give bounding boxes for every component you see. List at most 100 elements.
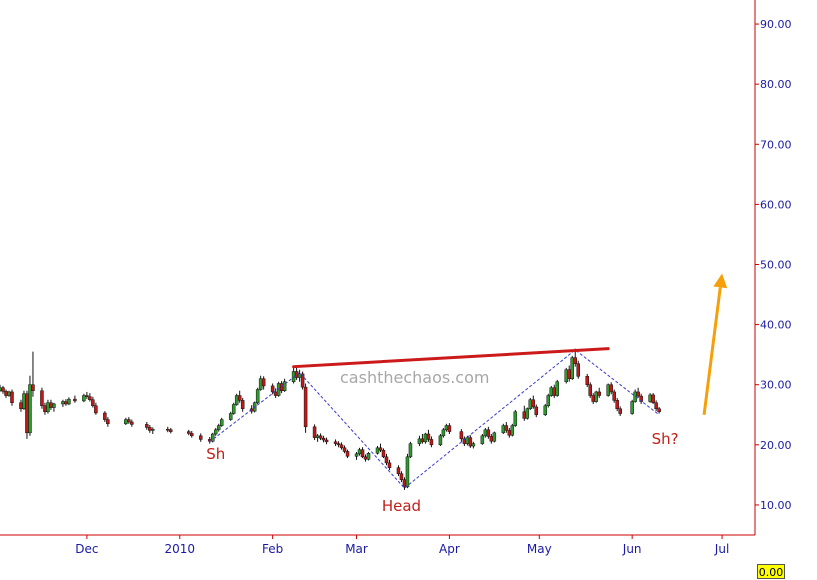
candle (169, 428, 173, 434)
candle-body (4, 391, 8, 396)
candle-body (103, 412, 107, 420)
candle (228, 411, 233, 421)
annotation-label: Head (382, 497, 421, 515)
candle (501, 423, 506, 435)
candle-body (408, 443, 413, 458)
candle-body (303, 386, 308, 428)
candle (444, 423, 449, 432)
candle-body (40, 390, 44, 407)
candle (1, 385, 5, 394)
candle-body (534, 406, 539, 416)
candle (148, 424, 152, 433)
candle-body (130, 421, 134, 425)
candle-body (459, 431, 464, 440)
candle-body (423, 433, 428, 443)
candle (486, 426, 491, 439)
annotation-label: Sh (206, 445, 225, 463)
candle-body (612, 391, 616, 401)
candle (420, 434, 425, 444)
candle (103, 411, 107, 422)
candle-body (480, 435, 485, 444)
overlay: Sh Head Sh? (206, 273, 728, 515)
candle-body (169, 429, 173, 432)
candle (648, 393, 652, 403)
candle-body (61, 401, 65, 405)
candle (597, 387, 601, 398)
candle-body (570, 357, 574, 379)
candle (483, 428, 488, 438)
candle (61, 399, 65, 407)
last-value-badge: 0.00 (757, 564, 785, 579)
candle-body (528, 399, 533, 410)
candle (522, 405, 527, 421)
candle (258, 375, 263, 391)
candle-body (384, 456, 389, 464)
candle-body (148, 427, 152, 431)
candle-body (405, 456, 410, 488)
candle-body (261, 378, 266, 387)
candle (31, 351, 35, 397)
candle-body (336, 443, 341, 446)
candle (546, 393, 551, 408)
candle-body (609, 384, 613, 393)
candle (342, 445, 347, 454)
candle (417, 435, 422, 447)
candle (151, 427, 155, 435)
candle (270, 383, 275, 395)
candle (28, 375, 32, 436)
candle (145, 421, 149, 430)
candles (0, 348, 661, 490)
candle-body (426, 433, 431, 440)
candle-body (489, 436, 494, 442)
y-tick-label: 30.00 (760, 379, 792, 392)
candle-body (549, 387, 554, 396)
candle (25, 390, 29, 439)
y-axis-labels: 10.00 20.00 30.00 40.00 50.00 60.00 70.00 80.00… (755, 18, 792, 512)
candle-body (630, 401, 634, 414)
candle-body (639, 395, 643, 402)
candle (549, 385, 554, 397)
candle-body (333, 441, 338, 444)
candle-body (507, 430, 512, 436)
candle-body (651, 394, 655, 404)
candle (576, 360, 580, 379)
candle-body (513, 411, 518, 426)
candle (261, 376, 266, 390)
candle (504, 421, 509, 433)
candle-body (240, 400, 245, 410)
candle (10, 389, 14, 406)
candle (363, 454, 368, 462)
candle-body (447, 425, 452, 432)
candle (231, 402, 236, 415)
candle (531, 395, 536, 409)
candle (291, 366, 296, 384)
candle-body (375, 447, 380, 454)
candle-body (210, 433, 215, 442)
candle (360, 447, 365, 459)
candle (513, 409, 518, 427)
candle (282, 378, 287, 392)
candle (88, 393, 92, 402)
candle-body (234, 395, 239, 405)
candle (234, 393, 239, 406)
candle (324, 437, 329, 445)
candle-body (82, 395, 86, 402)
candle (333, 439, 338, 447)
candle (166, 426, 170, 433)
candle-body (321, 437, 326, 441)
candle-body (46, 402, 50, 413)
candle-body (357, 449, 362, 455)
candle (471, 441, 476, 449)
candle (429, 436, 434, 448)
candle (489, 434, 494, 444)
candle (43, 402, 47, 415)
candle-body (342, 447, 347, 452)
candle-body (366, 452, 371, 460)
candle-body (31, 384, 35, 391)
candle (94, 402, 98, 415)
candle-body (564, 369, 568, 382)
candle-body (237, 395, 242, 401)
candle-body (85, 395, 89, 397)
candle (303, 383, 308, 433)
